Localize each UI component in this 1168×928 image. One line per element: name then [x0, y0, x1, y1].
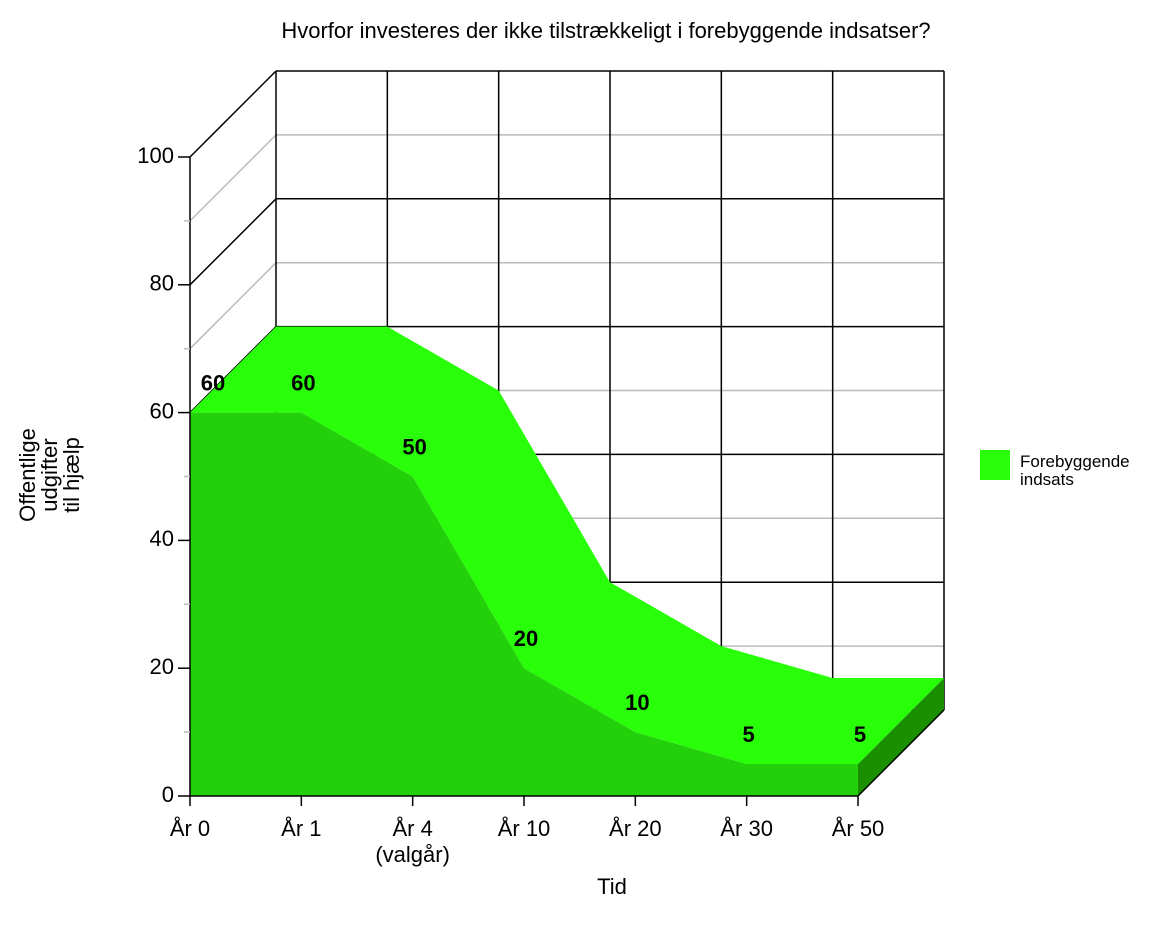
- x-tick-label: År 0: [169, 816, 211, 841]
- legend-label: Forebyggende indsats: [1020, 452, 1130, 489]
- data-label: 60: [291, 370, 315, 395]
- y-tick-label: 80: [150, 271, 174, 296]
- x-tick-label: År 4 (valgår): [375, 816, 450, 867]
- x-tick-label: År 30: [720, 816, 773, 841]
- y-tick-label: 60: [150, 398, 174, 423]
- data-label: 50: [402, 434, 426, 459]
- data-label: 5: [854, 722, 866, 747]
- x-tick-label: År 10: [497, 816, 551, 841]
- y-tick-label: 100: [137, 143, 174, 168]
- y-tick-label: 0: [162, 782, 174, 807]
- chart-title: Hvorfor investeres der ikke tilstrækkeli…: [281, 18, 930, 43]
- x-tick-label: År 20: [609, 816, 662, 841]
- data-label: 60: [201, 370, 225, 395]
- data-label: 10: [625, 690, 649, 715]
- data-label: 5: [743, 722, 755, 747]
- y-axis-label: Offentlige udgifter til hjælp: [15, 428, 84, 522]
- x-axis-label: Tid: [597, 874, 627, 899]
- y-tick-label: 40: [150, 526, 174, 551]
- side-grid-line: [189, 262, 277, 350]
- x-tick-label: År 1: [281, 816, 322, 841]
- data-label: 20: [514, 626, 538, 651]
- side-grid-line: [189, 70, 277, 158]
- area-front: [190, 412, 858, 796]
- x-tick-label: År 50: [831, 816, 885, 841]
- area-end: [858, 678, 944, 796]
- area-top: [190, 326, 944, 765]
- legend-swatch: [980, 450, 1010, 480]
- side-grid-line: [189, 134, 277, 222]
- side-grid-line: [189, 198, 277, 286]
- area-end-edge: [857, 709, 945, 797]
- y-tick-label: 20: [150, 654, 174, 679]
